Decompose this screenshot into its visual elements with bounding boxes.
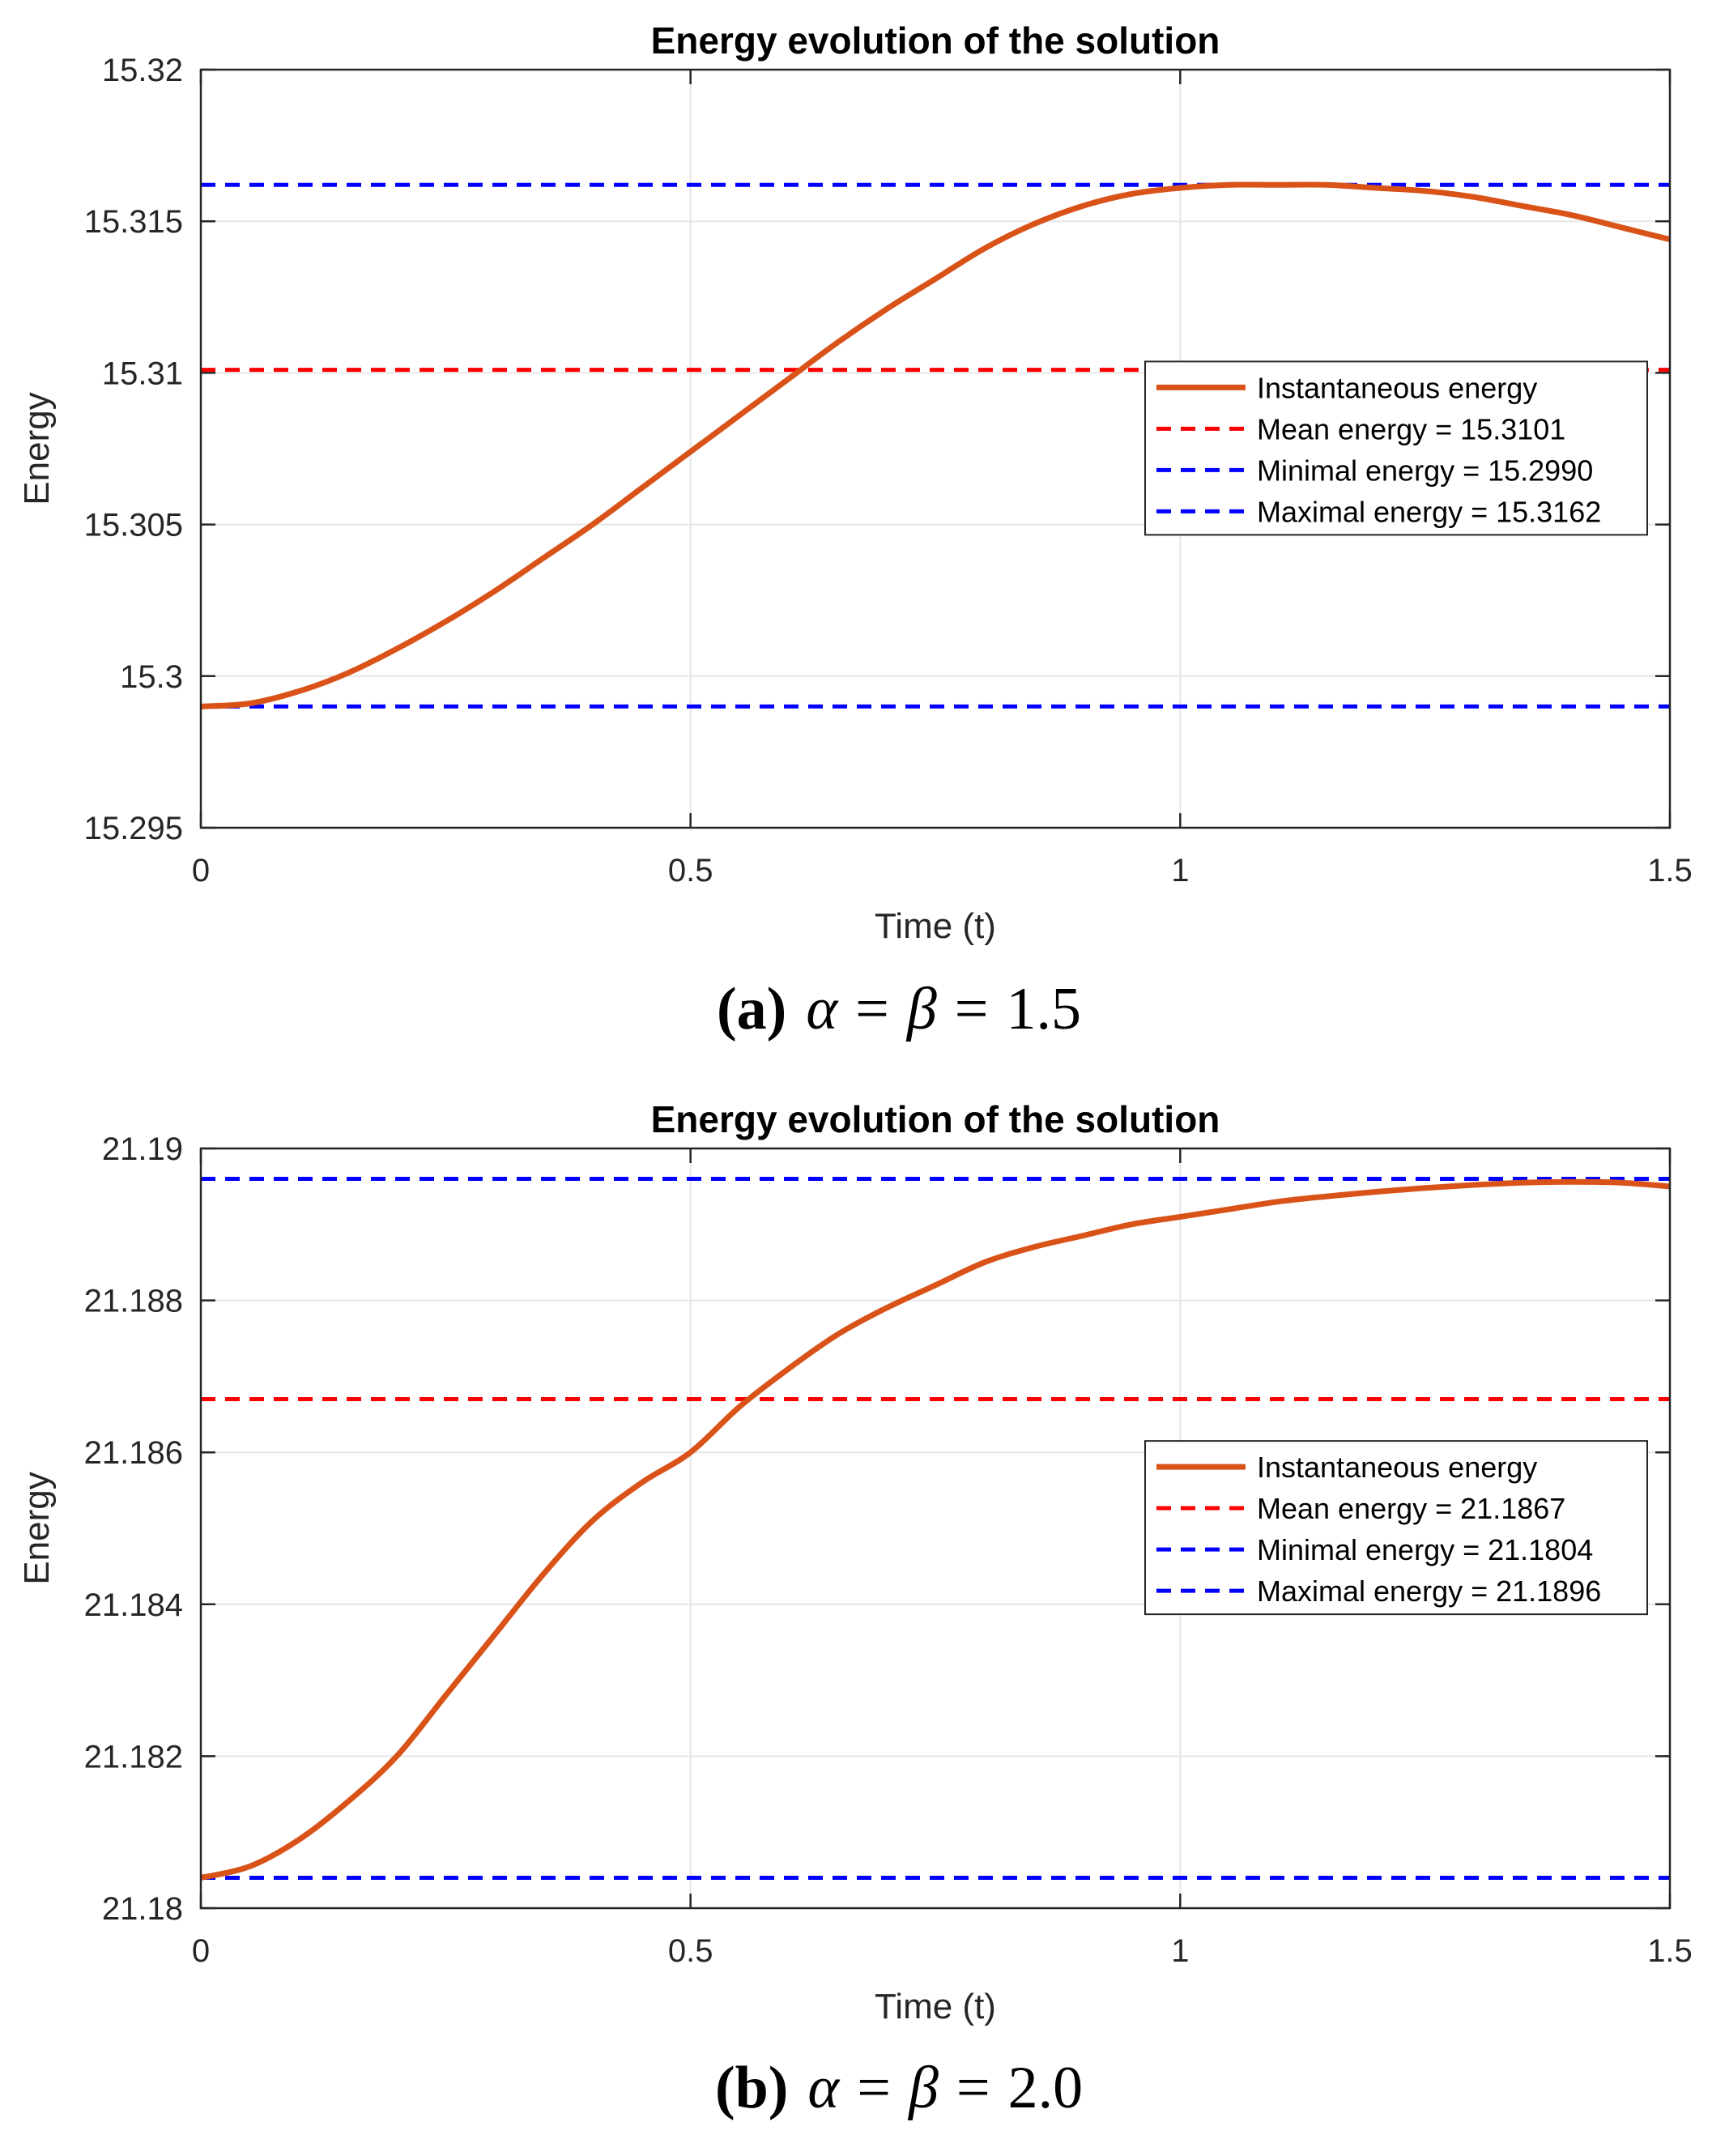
series-line-instantaneous-energy [201, 1178, 1670, 1881]
y-tick-label: 21.186 [84, 1435, 183, 1471]
caption-equals: = [955, 976, 989, 1042]
x-tick-label: 0.5 [668, 1933, 713, 1969]
chart-title: Energy evolution of the solution [651, 1098, 1220, 1140]
legend-entry: Minimal energy = 21.1804 [1257, 1533, 1593, 1566]
legend-entry: Instantaneous energy [1257, 1451, 1537, 1484]
legend-entry: Mean energy = 21.1867 [1257, 1492, 1565, 1525]
x-axis-label: Time (t) [875, 1987, 996, 2026]
plot-lines [201, 1177, 1670, 1881]
x-tick-label: 1.5 [1647, 853, 1693, 888]
panel-caption: (b) α = β = 2.0 [715, 2055, 1083, 2121]
legend-box [1144, 1440, 1648, 1616]
legend-box [1144, 360, 1648, 536]
caption-beta: β [905, 976, 937, 1042]
y-tick-label: 21.184 [84, 1587, 183, 1623]
caption-alpha: α [807, 2055, 841, 2121]
y-tick-label: 21.182 [84, 1739, 183, 1775]
axes-box [199, 1147, 1672, 1910]
caption-value: 1.5 [1006, 976, 1081, 1042]
caption-label: (b) [715, 2055, 788, 2121]
legend-entry: Mean energy = 15.3101 [1257, 412, 1565, 445]
y-tick-label: 15.305 [84, 508, 183, 543]
x-tick-label: 0 [192, 853, 210, 888]
chart-title: Energy evolution of the solution [651, 19, 1220, 62]
panel-caption: (a) α = β = 1.5 [717, 976, 1081, 1042]
series-line-instantaneous-energy [201, 181, 1670, 709]
y-tick-label: 15.32 [102, 53, 183, 88]
y-axis-label: Energy [17, 392, 57, 505]
x-axis-label: Time (t) [875, 906, 996, 946]
y-tick-label: 21.18 [102, 1891, 183, 1927]
x-tick-label: 0 [192, 1933, 210, 1969]
y-axis-label: Energy [17, 1472, 57, 1584]
y-tick-label: 21.188 [84, 1284, 183, 1319]
y-tick-label: 15.3 [120, 659, 183, 695]
legend: Instantaneous energy Mean energy = 15.310… [1144, 360, 1648, 536]
y-tick-label: 15.295 [84, 811, 183, 846]
chart-panel-b: 0 0.5 1 1.5 21.18 21.182 21.184 21.186 21.188 21.… [17, 1098, 1693, 2121]
y-tick-label: 15.315 [84, 204, 183, 240]
legend-entry: Instantaneous energy [1257, 371, 1537, 404]
x-tick-label: 0.5 [668, 853, 713, 888]
caption-value: 2.0 [1008, 2055, 1084, 2121]
caption-beta: β [907, 2055, 939, 2121]
x-tick-label: 1.5 [1647, 1933, 1693, 1969]
chart-panel-a: 0 0.5 1 1.5 15.295 15.3 15.305 15.31 15.315 15.32… [17, 19, 1693, 1042]
legend-entry: Minimal energy = 15.2990 [1257, 454, 1593, 487]
axes-box [199, 68, 1672, 829]
y-tick-label: 15.31 [102, 356, 183, 391]
legend: Instantaneous energy Mean energy = 21.186… [1144, 1440, 1648, 1616]
caption-equals: = [857, 2055, 891, 2121]
caption-label: (a) [717, 976, 786, 1042]
y-tick-label: 21.19 [102, 1131, 183, 1167]
legend-entry: Maximal energy = 21.1896 [1257, 1574, 1601, 1608]
caption-equals: = [855, 976, 889, 1042]
caption-alpha: α [806, 976, 839, 1042]
x-tick-label: 1 [1171, 1933, 1189, 1969]
caption-equals: = [956, 2055, 990, 2121]
x-tick-label: 1 [1171, 853, 1189, 888]
legend-entry: Maximal energy = 15.3162 [1257, 495, 1601, 528]
